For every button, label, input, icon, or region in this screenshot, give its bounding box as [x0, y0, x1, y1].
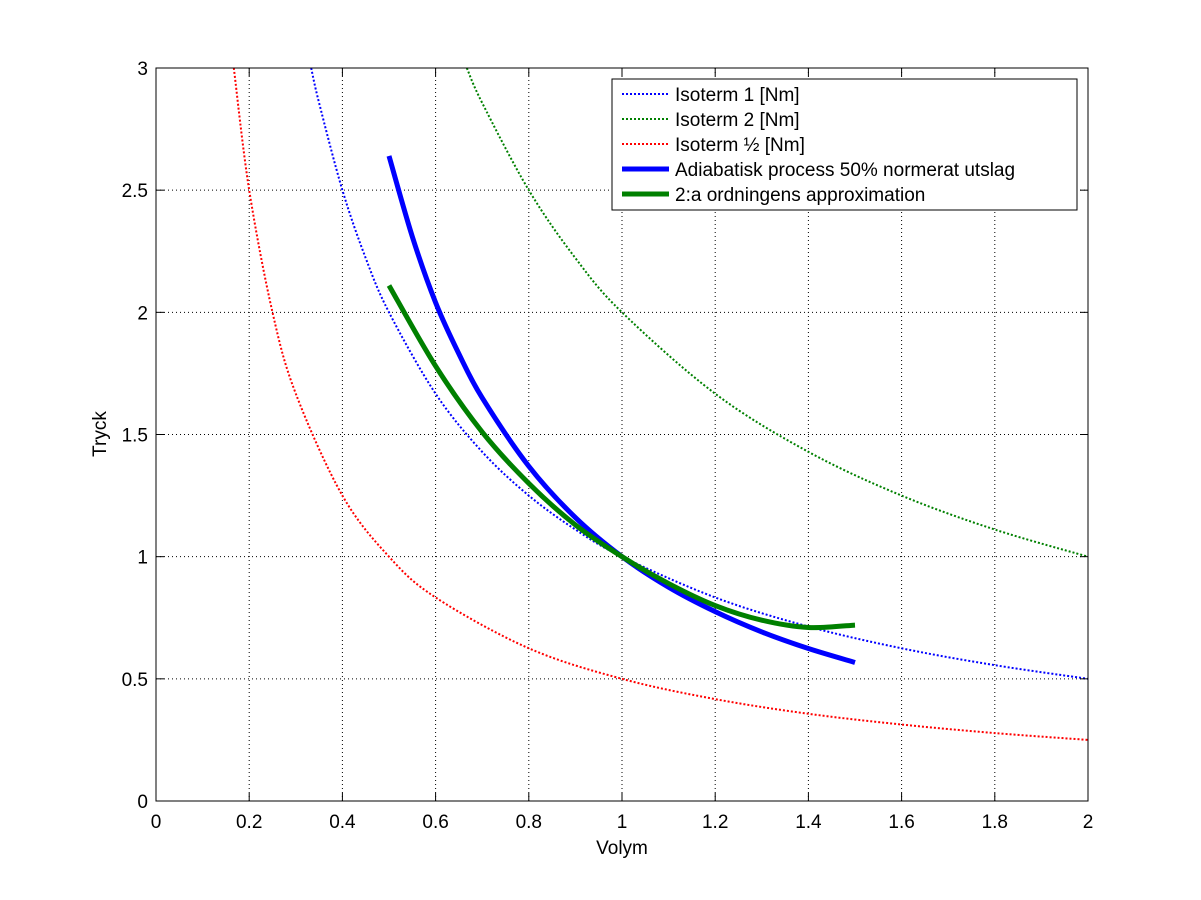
x-tick-label: 2 [1083, 812, 1094, 833]
x-axis-title: Volym [596, 838, 648, 859]
series-line-3 [386, 155, 856, 665]
x-tick-label: 1 [617, 812, 628, 833]
x-tick-label: 0.8 [516, 812, 542, 833]
legend-label-4: 2:a ordningens approximation [675, 185, 925, 206]
x-tick-label: 1.6 [888, 812, 914, 833]
y-axis-title: Tryck [90, 411, 111, 457]
series-line-1 [465, 68, 1088, 558]
y-tick-label: 2.5 [122, 181, 148, 202]
x-tick-label: 0 [151, 812, 162, 833]
legend-label-2: Isoterm ½ [Nm] [675, 135, 805, 156]
x-tick-label: 1.8 [982, 812, 1008, 833]
legend-label-3: Adiabatisk process 50% normerat utslag [675, 160, 1015, 181]
series-line-2 [232, 68, 1088, 741]
x-tick-label: 0.6 [422, 812, 448, 833]
y-tick-label: 1 [137, 548, 148, 569]
y-tick-label: 3 [137, 59, 148, 80]
y-tick-label: 2 [137, 303, 148, 324]
y-tick-label: 1.5 [122, 426, 148, 447]
series-line-4 [386, 284, 856, 631]
y-tick-label: 0 [137, 792, 148, 813]
x-tick-label: 1.4 [795, 812, 822, 833]
x-tick-label: 0.2 [236, 812, 262, 833]
ticks: 0 0.2 0.4 0.6 0.8 1 1.2 1.4 1.6 1.8 2 0 0.5 1 1.5 2 2.5 3 [122, 59, 1094, 833]
x-tick-label: 1.2 [702, 812, 728, 833]
legend-label-0: Isoterm 1 [Nm] [675, 85, 800, 106]
legend-box [611, 78, 1078, 211]
series-line-0 [310, 68, 1088, 680]
y-tick-label: 0.5 [122, 670, 148, 691]
series-group [232, 68, 1088, 741]
legend-label-1: Isoterm 2 [Nm] [675, 110, 800, 131]
legend: Isoterm 1 [Nm] Isoterm 2 [Nm] Isoterm ½ [N… [611, 78, 1078, 211]
x-tick-label: 0.4 [329, 812, 356, 833]
